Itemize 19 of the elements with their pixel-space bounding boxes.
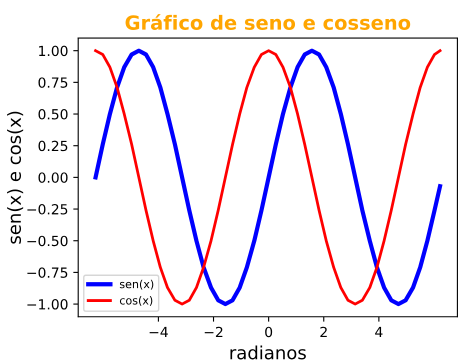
y-tick-label: −0.75 (27, 267, 68, 278)
y-tick-label: 1.00 (39, 46, 68, 56)
y-tick-label: −0.25 (27, 204, 68, 215)
y-tick-label: −0.50 (27, 236, 68, 246)
legend-label: cos(x) (120, 296, 152, 306)
x-tick-label: 2 (320, 326, 327, 338)
x-tick-label: −4 (150, 326, 168, 338)
legend-label: sen(x) (120, 280, 154, 290)
y-tick-label: 0.50 (38, 109, 68, 120)
y-tick-label: 0.00 (38, 172, 68, 183)
x-tick-label: 4 (375, 326, 383, 338)
x-tick-label: −2 (204, 326, 222, 338)
y-tick-label: −1.00 (27, 299, 68, 310)
chart-title: Gráfico de seno e cosseno (126, 14, 410, 30)
x-tick-label: 0 (265, 326, 272, 338)
y-tick-label: 0.25 (38, 140, 68, 152)
x-axis-title: radianos (230, 345, 306, 360)
y-tick-label: 0.75 (38, 77, 68, 88)
y-axis-title: sen(x) e cos(x) (7, 112, 24, 244)
